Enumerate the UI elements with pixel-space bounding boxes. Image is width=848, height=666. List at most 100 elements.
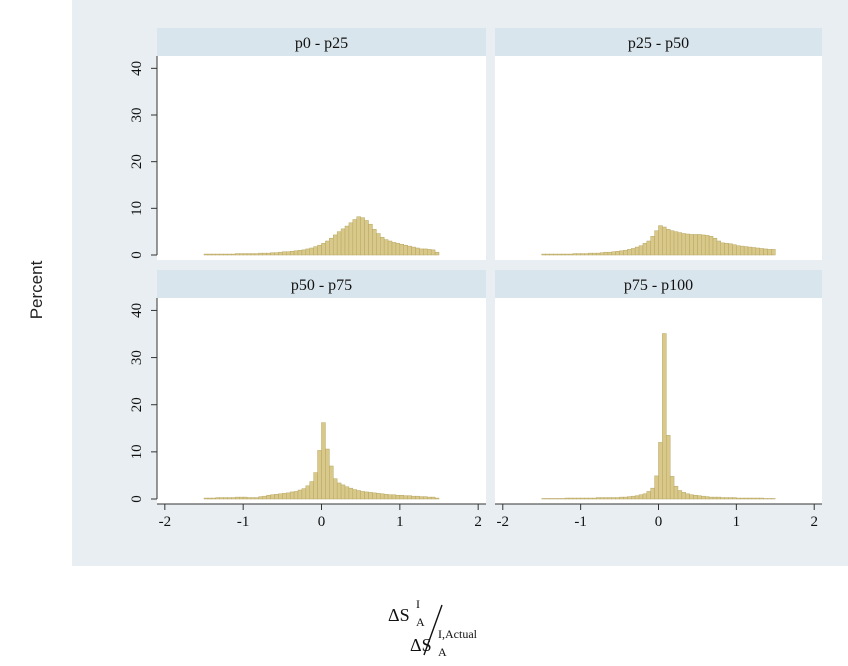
histogram-bar	[360, 491, 365, 500]
x-tick-label: 1	[396, 514, 404, 530]
histogram-bar	[344, 225, 350, 256]
facet-strip	[157, 28, 486, 56]
histogram-bar	[607, 497, 613, 500]
x-title-numerator-sub: A	[416, 615, 425, 629]
histogram-bar	[595, 252, 601, 256]
histogram-bar	[297, 250, 303, 256]
histogram-bar	[274, 252, 279, 256]
histogram-bar	[325, 448, 330, 500]
histogram-bar	[368, 223, 373, 256]
y-axis-title: Percent	[12, 240, 62, 340]
facet-panel-4: p75 - p100 -2 -1 0 1 2	[495, 270, 822, 530]
histogram-bar	[743, 497, 749, 500]
histogram-bar	[395, 494, 401, 500]
histogram-bar	[701, 234, 706, 256]
histogram-bar	[419, 248, 424, 256]
histogram-bar	[623, 496, 628, 500]
x-tick-label: -1	[237, 514, 250, 530]
histogram-bar	[576, 497, 581, 500]
histogram-bar	[376, 233, 381, 256]
histogram-bar	[631, 248, 636, 256]
histogram-bar	[407, 245, 412, 256]
histogram-bar	[720, 242, 725, 256]
facet-strip	[495, 270, 822, 298]
histogram-bar	[321, 243, 326, 256]
histogram-bar	[258, 496, 263, 500]
histogram-bar	[348, 487, 354, 500]
histogram-bar	[203, 253, 209, 256]
histogram-bar	[712, 237, 718, 256]
histogram-bar	[564, 497, 570, 500]
histogram-bar	[262, 252, 267, 256]
histogram-bar	[364, 491, 369, 500]
histogram-bar	[231, 253, 236, 256]
histogram-bar	[231, 497, 236, 500]
histogram-bar	[282, 493, 287, 500]
facet-strip	[495, 28, 822, 56]
histogram-bar	[411, 246, 416, 256]
histogram-bar	[638, 494, 644, 500]
histogram-bar	[309, 247, 314, 256]
histogram-bar	[584, 497, 589, 500]
histogram-bar	[415, 495, 420, 500]
histogram-bar	[235, 496, 240, 500]
histogram-bar	[333, 234, 338, 256]
histogram-bar	[740, 497, 745, 500]
histogram-bar	[736, 497, 741, 500]
histogram-bar	[658, 225, 663, 256]
histogram-bar	[716, 496, 722, 500]
histogram-bar	[755, 497, 760, 500]
histogram-bar	[634, 246, 640, 256]
histogram-bar	[387, 494, 393, 500]
histogram-bar	[329, 465, 334, 500]
histogram-bar	[352, 489, 357, 500]
histogram-bar	[545, 253, 550, 256]
histogram-bar	[270, 494, 275, 500]
histogram-bar	[258, 252, 263, 256]
x-tick-label: 2	[474, 514, 482, 530]
histogram-bar	[693, 494, 698, 500]
histogram-bar	[708, 236, 714, 256]
histogram-bar	[387, 240, 393, 256]
histogram-bar	[305, 485, 310, 500]
histogram-bar	[747, 246, 753, 256]
histogram-bar	[650, 487, 655, 500]
x-tick-label: -1	[574, 514, 587, 530]
histogram-bar	[235, 253, 240, 256]
histogram-bar	[430, 496, 436, 500]
histogram-bar	[759, 497, 764, 500]
histogram-bar	[423, 248, 428, 256]
histogram-bar	[759, 248, 764, 256]
histogram-bar	[239, 253, 244, 256]
histogram-bar	[293, 250, 299, 256]
histogram-bar	[693, 234, 698, 256]
histogram-bar	[356, 216, 361, 256]
histogram-bar	[619, 250, 624, 256]
histogram-bar	[712, 496, 718, 500]
y-tick-label: 30	[129, 350, 145, 365]
histogram-bar	[732, 497, 737, 500]
histogram-bar	[580, 497, 585, 500]
histogram-bar	[239, 496, 244, 500]
histogram-bar	[553, 253, 558, 256]
histogram-bar	[607, 251, 613, 256]
histogram-bar	[399, 244, 404, 256]
facet-title: p75 - p100	[624, 277, 693, 294]
histogram-bar	[411, 495, 416, 500]
histogram-bar	[736, 245, 741, 256]
histogram-bar	[289, 491, 295, 500]
histogram-bar	[317, 244, 322, 256]
histogram-bar	[211, 497, 217, 500]
histogram-bar	[623, 250, 628, 256]
histogram-bar	[254, 497, 260, 500]
histogram-bar	[266, 252, 271, 256]
x-tick-label: 0	[655, 514, 663, 530]
histogram-bar	[767, 249, 772, 256]
histogram-bar	[650, 236, 655, 256]
histogram-bar	[360, 217, 365, 256]
x-axis-title: ΔS I A ΔS I,Actual A	[388, 597, 478, 659]
histogram-bar	[611, 497, 616, 500]
histogram-bar	[317, 450, 322, 500]
histogram-bar	[211, 253, 217, 256]
